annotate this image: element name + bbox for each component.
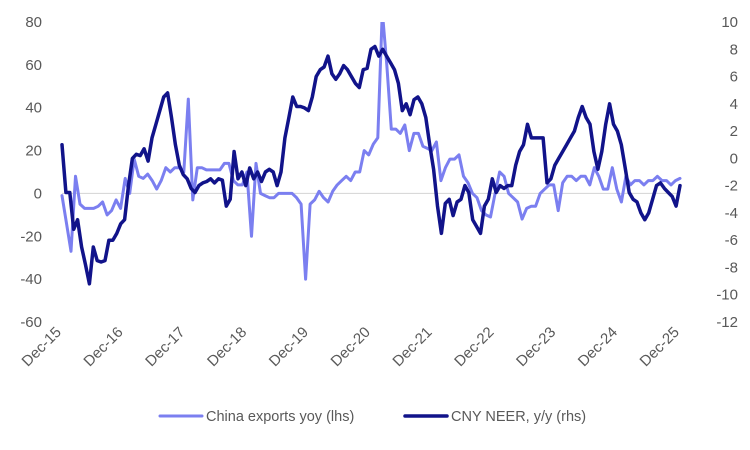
series-line-china-exports xyxy=(60,22,682,281)
right-axis-tick-label: -6 xyxy=(725,232,738,249)
right-axis-tick-label: -10 xyxy=(716,287,738,304)
right-axis-tick-label: 0 xyxy=(730,150,738,167)
x-axis-tick-label: Dec-21 xyxy=(389,324,435,370)
left-axis-tick-label: 0 xyxy=(34,185,42,202)
x-axis-tick-label: Dec-24 xyxy=(575,324,621,370)
right-axis-tick-label: 8 xyxy=(730,41,738,58)
left-axis-tick-label: -60 xyxy=(20,314,42,331)
left-axis-tick-label: 20 xyxy=(25,143,42,160)
x-axis-tick-label: Dec-16 xyxy=(80,324,126,370)
right-axis-tick-label: 2 xyxy=(730,123,738,140)
x-axis-tick-label: Dec-23 xyxy=(513,324,559,370)
left-axis-tick-label: -20 xyxy=(20,228,42,245)
right-axis-tick-label: 4 xyxy=(730,96,738,113)
legend-label: CNY NEER, y/y (rhs) xyxy=(451,409,586,425)
x-axis-tick-label: Dec-17 xyxy=(142,324,188,370)
legend-label: China exports yoy (lhs) xyxy=(206,409,354,425)
series-line-cny-neer xyxy=(60,44,682,286)
right-axis-tick-label: -2 xyxy=(725,178,738,195)
right-axis-tick-label: -8 xyxy=(725,259,738,276)
right-axis-tick-label: -4 xyxy=(725,205,738,222)
x-axis-tick-label: Dec-19 xyxy=(266,324,312,370)
x-axis-tick-label: Dec-22 xyxy=(451,324,497,370)
right-axis-tick-label: 6 xyxy=(730,69,738,86)
left-axis-tick-label: -40 xyxy=(20,271,42,288)
x-axis-tick-label: Dec-18 xyxy=(204,324,250,370)
left-axis-tick-label: 40 xyxy=(25,100,42,117)
right-axis-tick-label: 10 xyxy=(721,14,738,31)
right-axis-tick-label: -12 xyxy=(716,314,738,331)
left-axis-tick-label: 80 xyxy=(25,14,42,31)
left-axis-tick-label: 60 xyxy=(25,57,42,74)
x-axis-tick-label: Dec-25 xyxy=(637,324,683,370)
x-axis-tick-label: Dec-20 xyxy=(328,324,374,370)
